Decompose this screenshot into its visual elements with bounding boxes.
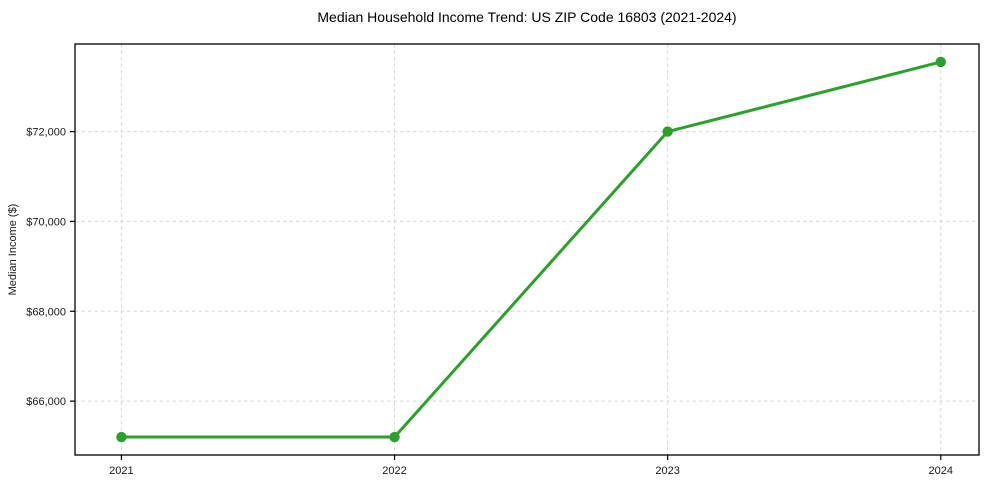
data-point-2022 [389, 431, 400, 443]
y-tick-label: $72,000 [26, 127, 66, 139]
x-tick-label: 2024 [929, 465, 953, 477]
y-tick-label: $68,000 [26, 306, 66, 318]
axis-frame [74, 43, 980, 456]
trend-line [119, 60, 943, 439]
data-point-2021 [116, 431, 127, 443]
y-axis-label: Median Income ($) [7, 204, 19, 296]
x-tick-label: 2021 [109, 465, 133, 477]
x-tick-label: 2023 [655, 465, 679, 477]
y-tick-label: $66,000 [26, 396, 66, 408]
x-tick-label: 2022 [382, 465, 406, 477]
y-tick-label: $70,000 [26, 216, 66, 228]
data-point-2024 [935, 56, 946, 68]
data-point-2023 [662, 126, 673, 137]
chart-title: Median Household Income Trend: US ZIP Co… [317, 9, 737, 25]
